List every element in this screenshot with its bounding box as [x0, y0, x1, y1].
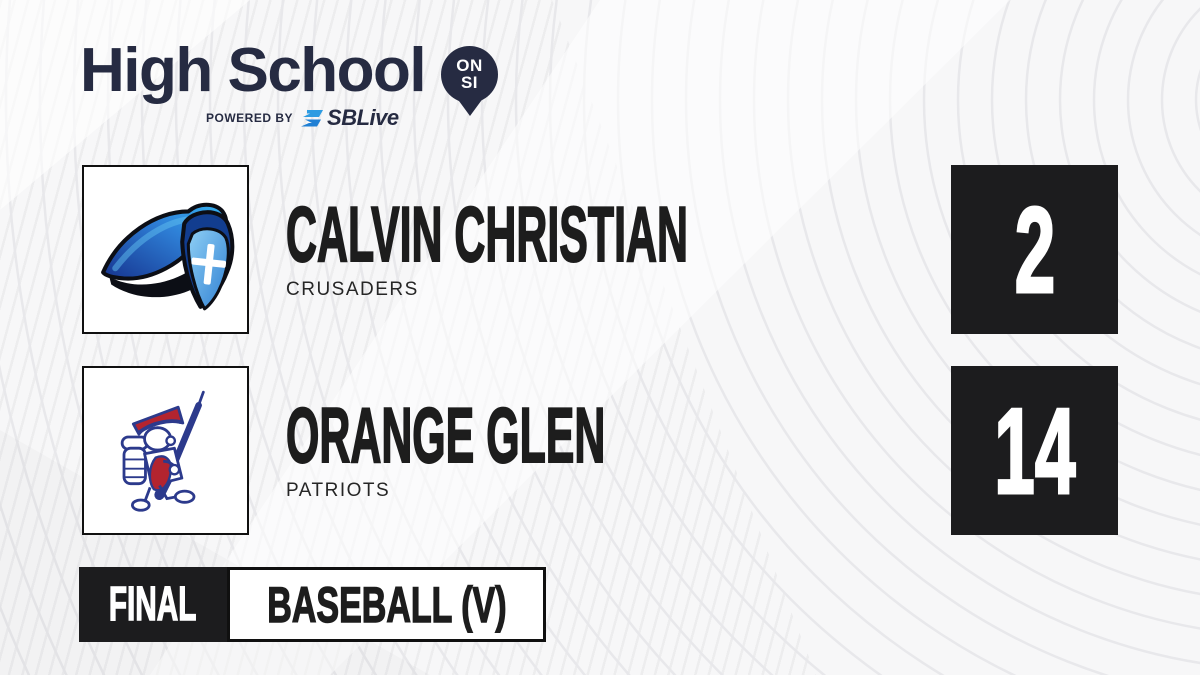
light-wedge [150, 0, 1010, 675]
patriot-minuteman-icon [120, 390, 205, 512]
team-name: CALVIN CHRISTIAN [285, 190, 688, 278]
pin-text-si: SI [460, 72, 479, 92]
crusader-helmet-icon [100, 202, 234, 310]
sblive-logo: SBLive [301, 105, 399, 131]
team-row-orange-glen: ORANGE GLEN PATRIOTS 14 [0, 366, 1200, 536]
team-score: 14 [993, 382, 1076, 519]
score-box: 14 [951, 366, 1118, 535]
pin-tail [457, 99, 483, 116]
team-mascot: PATRIOTS [286, 480, 391, 501]
team-name: ORANGE GLEN [285, 391, 606, 479]
team-score: 2 [1013, 181, 1056, 318]
team-logo-box [82, 165, 249, 334]
team-text-block: CALVIN CHRISTIAN CRUSADERS [285, 190, 1017, 301]
powered-by-row: POWERED BY SBLive [206, 105, 399, 131]
brand-title: High School [80, 36, 427, 105]
score-box: 2 [951, 165, 1118, 334]
powered-by-label: POWERED BY [206, 111, 294, 125]
map-pin-icon: ON SI [441, 46, 499, 116]
team-logo-box [82, 366, 249, 535]
sblive-bolt-icon [301, 109, 324, 126]
sblive-wordmark: SBLive [327, 105, 399, 130]
light-wedge-corner [0, 0, 250, 210]
pin-text-on: ON [456, 56, 483, 76]
sport-badge: BASEBALL (V) [227, 567, 546, 642]
sport-label: BASEBALL (V) [266, 576, 507, 633]
team-mascot: CRUSADERS [286, 279, 419, 300]
team-text-block: ORANGE GLEN PATRIOTS [285, 391, 867, 502]
pin-circle: ON SI [441, 46, 498, 103]
status-label: FINAL [109, 577, 198, 631]
team-row-calvin-christian: CALVIN CHRISTIAN CRUSADERS 2 [0, 165, 1200, 335]
status-badge: FINAL [79, 567, 227, 642]
